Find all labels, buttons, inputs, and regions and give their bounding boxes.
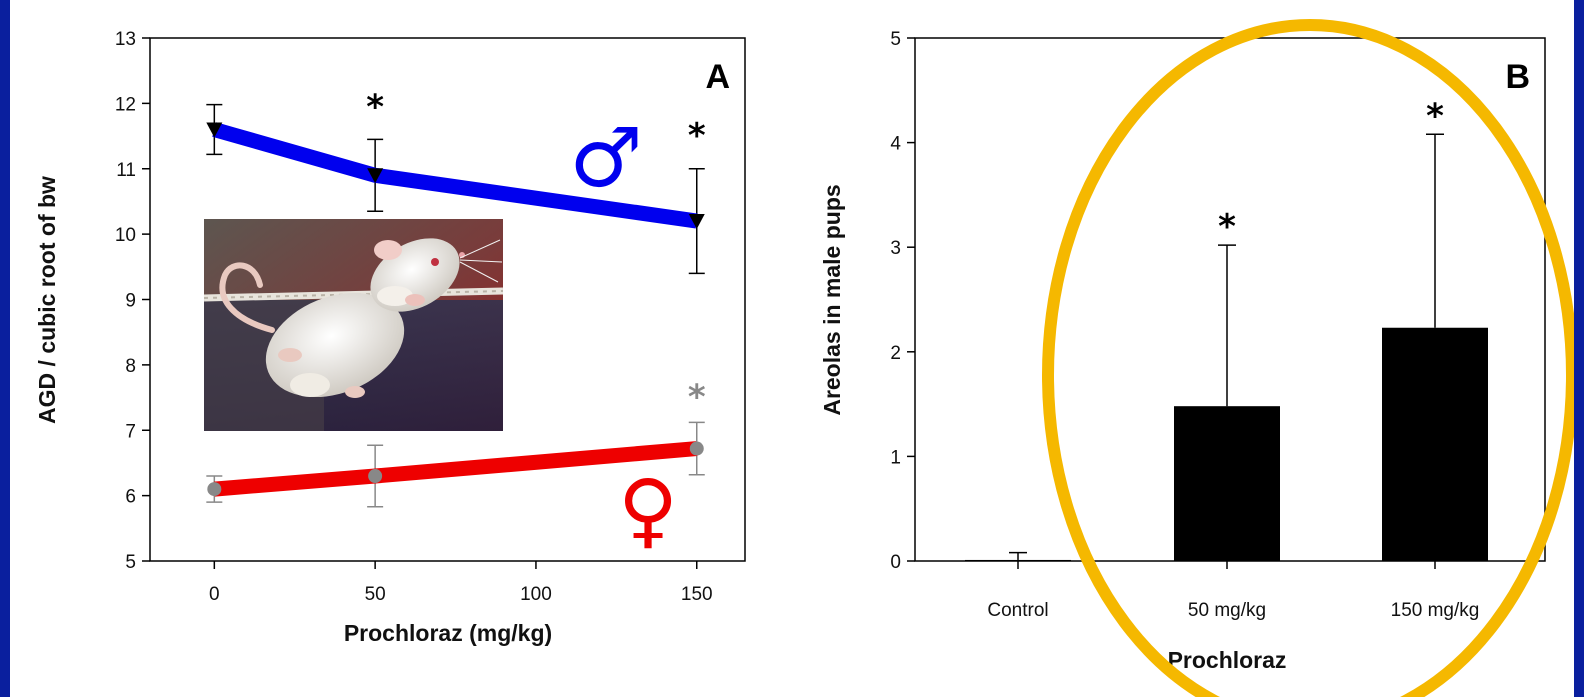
x-tick-label-a: 150 bbox=[681, 584, 713, 605]
male-symbol: ♂ bbox=[569, 111, 643, 206]
y-tick-label-b: 4 bbox=[890, 134, 901, 155]
y-tick-label-a: 7 bbox=[125, 421, 136, 442]
x-tick-label-b: 50 mg/kg bbox=[1188, 600, 1266, 621]
x-tick-label-a: 100 bbox=[520, 584, 552, 605]
y-tick-label-b: 0 bbox=[890, 552, 901, 573]
rat-photo-inset bbox=[204, 219, 503, 431]
female-symbol: ♀ bbox=[618, 463, 678, 558]
x-axis-title-a: Prochloraz (mg/kg) bbox=[344, 620, 552, 646]
y-tick-label-a: 5 bbox=[125, 552, 136, 573]
x-tick-label-b: 150 mg/kg bbox=[1391, 600, 1480, 621]
chart-panel-a: 5 6 7 8 9 10 11 12 13 0 50 100 150 bbox=[34, 29, 745, 646]
significance-star-b: * bbox=[1426, 96, 1444, 136]
bar-b bbox=[965, 560, 1071, 561]
data-point-female bbox=[207, 482, 221, 496]
y-tick-label-a: 8 bbox=[125, 356, 136, 377]
x-axis-title-b: Prochloraz bbox=[1168, 647, 1287, 673]
chart-panel-b: 0 1 2 3 4 5 Control 50 mg/kg 150 mg/kg Prochlora… bbox=[819, 29, 1545, 673]
data-point-female bbox=[690, 442, 704, 456]
x-tick-label-b: Control bbox=[987, 600, 1048, 621]
y-axis-title-b: Areolas in male pups bbox=[819, 184, 845, 415]
significance-star-b: * bbox=[1218, 207, 1236, 247]
bar-b bbox=[1382, 328, 1488, 561]
y-tick-label-a: 11 bbox=[116, 160, 136, 181]
y-tick-label-a: 13 bbox=[115, 29, 136, 50]
significance-star-a: * bbox=[688, 377, 706, 417]
data-point-female bbox=[368, 469, 382, 483]
significance-star-a: * bbox=[688, 116, 706, 156]
y-tick-label-b: 2 bbox=[890, 343, 901, 364]
significance-star-a: * bbox=[366, 88, 384, 128]
y-tick-label-a: 10 bbox=[115, 225, 136, 246]
y-tick-label-b: 3 bbox=[890, 238, 901, 259]
bar-b bbox=[1174, 406, 1280, 561]
highlight-ellipse bbox=[1048, 25, 1572, 697]
x-tick-label-a: 0 bbox=[209, 584, 220, 605]
y-tick-label-a: 9 bbox=[125, 291, 136, 312]
y-tick-label-b: 5 bbox=[890, 29, 901, 50]
y-axis-title-a: AGD / cubic root of bw bbox=[34, 176, 60, 424]
panel-label-b: B bbox=[1505, 58, 1530, 96]
figure-canvas: 5 6 7 8 9 10 11 12 13 0 50 100 150 bbox=[10, 0, 1574, 697]
panel-label-a: A bbox=[705, 58, 730, 96]
y-tick-label-b: 1 bbox=[890, 447, 901, 468]
y-tick-label-a: 6 bbox=[125, 487, 136, 508]
x-tick-label-a: 50 bbox=[365, 584, 386, 605]
y-tick-label-a: 12 bbox=[115, 94, 136, 115]
